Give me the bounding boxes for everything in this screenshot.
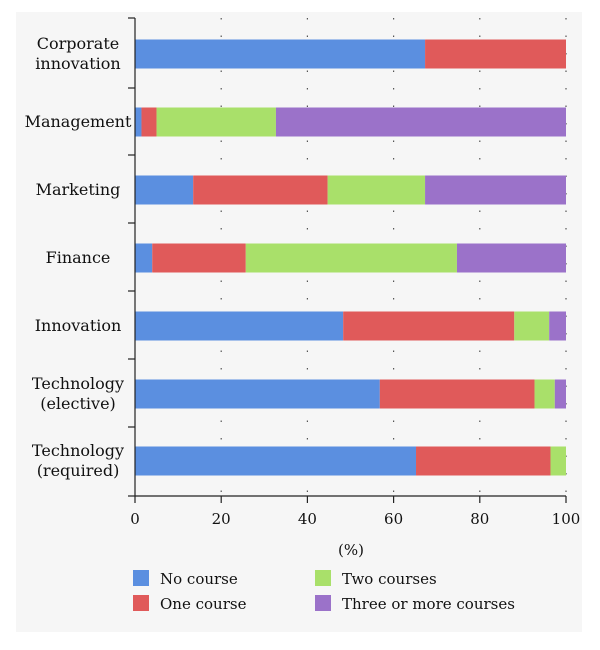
category-label-line: innovation — [35, 54, 120, 73]
category-label-line: (required) — [37, 461, 120, 480]
category-label-6: Technology (required) — [32, 441, 124, 480]
x-tick-label-100: 100 — [552, 510, 581, 528]
legend-swatch-1 — [133, 595, 149, 611]
bar-3-series-2 — [245, 243, 457, 273]
bar-0-series-1 — [425, 39, 566, 69]
category-label-3: Finance — [46, 248, 111, 267]
bar-5-series-3 — [554, 379, 566, 409]
bar-6-series-1 — [416, 446, 551, 476]
legend-label-2: Two courses — [342, 570, 437, 588]
bar-2-series-3 — [425, 175, 566, 205]
x-tick-label-80: 80 — [470, 510, 489, 528]
bar-5-series-0 — [135, 379, 380, 409]
legend-label-3: Three or more courses — [342, 595, 515, 613]
category-label-line: Technology — [32, 441, 124, 460]
bar-4-series-0 — [135, 311, 344, 341]
category-label-1: Management — [25, 112, 132, 131]
category-label-line: Technology — [32, 374, 124, 393]
bar-4-series-2 — [514, 311, 550, 341]
category-label-line: Finance — [46, 248, 111, 267]
bar-6-series-0 — [135, 446, 417, 476]
category-label-4: Innovation — [35, 316, 122, 335]
bar-1-series-1 — [141, 107, 157, 137]
x-axis-label: (%) — [338, 541, 364, 559]
legend-label-1: One course — [160, 595, 247, 613]
x-tick-label-60: 60 — [384, 510, 403, 528]
bar-1-series-2 — [156, 107, 276, 137]
x-tick-label-0: 0 — [130, 510, 140, 528]
bar-3-series-0 — [135, 243, 153, 273]
legend-swatch-3 — [315, 595, 331, 611]
bar-2-series-0 — [135, 175, 194, 205]
category-label-2: Marketing — [36, 180, 121, 199]
category-label-line: Marketing — [36, 180, 121, 199]
bar-5-series-2 — [534, 379, 555, 409]
x-tick-label-20: 20 — [212, 510, 231, 528]
category-label-line: Corporate — [37, 34, 119, 53]
legend-swatch-0 — [133, 570, 149, 586]
legend-label-0: No course — [160, 570, 238, 588]
category-label-line: (elective) — [40, 394, 116, 413]
bar-2-series-1 — [193, 175, 328, 205]
category-label-0: Corporate innovation — [35, 34, 120, 73]
category-label-line: Management — [25, 112, 132, 131]
bar-2-series-2 — [327, 175, 426, 205]
category-label-line: Innovation — [35, 316, 122, 335]
bar-4-series-1 — [343, 311, 515, 341]
x-tick-label-40: 40 — [298, 510, 317, 528]
bar-3-series-1 — [152, 243, 246, 273]
bar-6-series-2 — [550, 446, 566, 476]
bar-4-series-3 — [549, 311, 566, 341]
bar-5-series-1 — [379, 379, 535, 409]
bar-1-series-0 — [135, 107, 142, 137]
bar-1-series-3 — [275, 107, 566, 137]
bar-0-series-0 — [135, 39, 426, 69]
bar-3-series-3 — [456, 243, 566, 273]
legend-swatch-2 — [315, 570, 331, 586]
category-label-5: Technology (elective) — [32, 374, 124, 413]
